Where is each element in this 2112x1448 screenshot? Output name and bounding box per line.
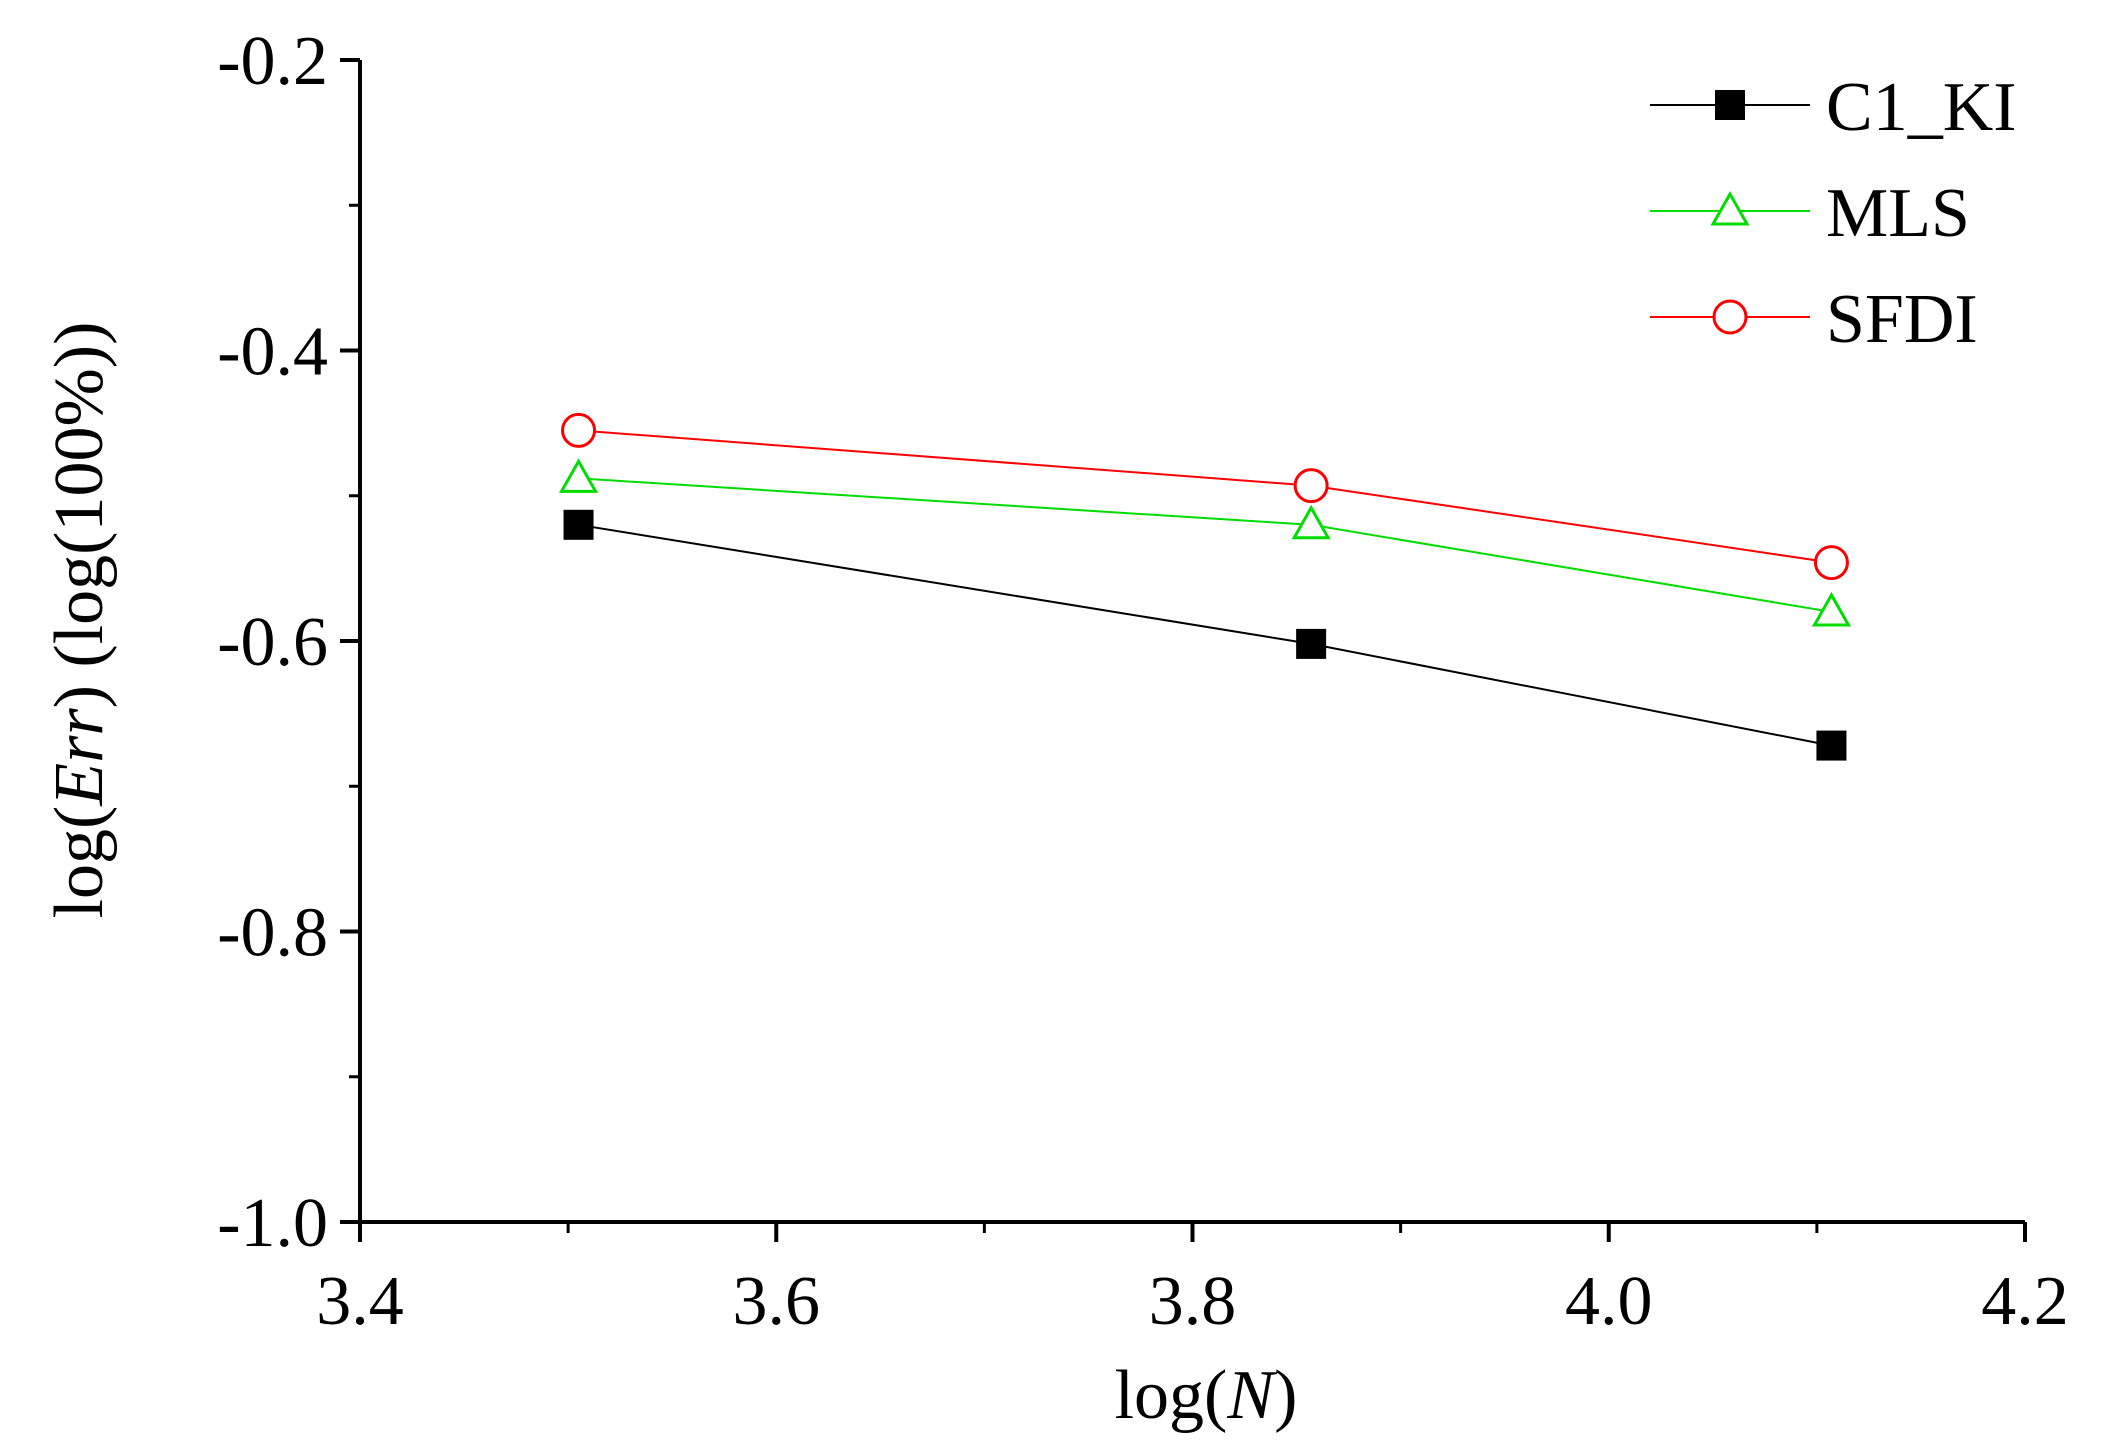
- y-tick-label: -0.4: [217, 314, 328, 391]
- data-point-sfdi: [561, 412, 597, 448]
- data-point-c1-ki: [1296, 628, 1327, 659]
- legend: C1_KI MLS SFDI: [1650, 69, 2017, 358]
- series-line-c1-ki: [578, 523, 1832, 747]
- legend-marker-mls: [1710, 190, 1750, 226]
- x-tick-label: 4.0: [1565, 1263, 1653, 1340]
- x-axis-label: log(N): [1115, 1357, 1298, 1434]
- data-point-sfdi: [1293, 468, 1329, 504]
- y-tick-label: -0.8: [217, 895, 328, 972]
- x-tick-label: 3.6: [733, 1263, 821, 1340]
- legend-item-sfdi: SFDI: [1650, 281, 1978, 358]
- legend-label-mls: MLS: [1826, 175, 1970, 252]
- y-tick-label: -1.0: [217, 1185, 328, 1262]
- data-point-mls: [558, 458, 599, 493]
- legend-label-c1-ki: C1_KI: [1826, 69, 2017, 146]
- y-axis-label: log(Err) (log(100%)): [41, 322, 118, 919]
- series-line-mls: [578, 477, 1832, 613]
- y-ticks: -1.0 -0.8 -0.6 -0.4 -0.2: [217, 23, 360, 1262]
- data-point-sfdi: [1813, 545, 1849, 581]
- legend-item-c1-ki: C1_KI: [1650, 69, 2017, 146]
- plot-series: [558, 412, 1852, 761]
- axes: [358, 60, 2025, 1224]
- series-sfdi: [561, 412, 1849, 581]
- series-c1-ki: [563, 509, 1847, 761]
- data-point-mls: [1291, 504, 1331, 540]
- series-mls: [558, 458, 1852, 627]
- y-tick-label: -0.2: [217, 23, 328, 100]
- x-tick-label: 3.4: [316, 1263, 404, 1340]
- data-point-mls: [1811, 591, 1852, 627]
- legend-item-mls: MLS: [1650, 175, 1970, 252]
- y-tick-label: -0.6: [217, 604, 328, 681]
- x-ticks: 3.4 3.6 3.8 4.0 4.2: [316, 1222, 2069, 1340]
- data-point-c1-ki: [1816, 730, 1847, 761]
- x-tick-label: 3.8: [1149, 1263, 1237, 1340]
- legend-marker-c1-ki: [1715, 90, 1745, 120]
- series-line-sfdi: [578, 429, 1832, 564]
- data-point-c1-ki: [563, 509, 594, 540]
- x-tick-label: 4.2: [1981, 1263, 2069, 1340]
- legend-label-sfdi: SFDI: [1826, 281, 1978, 358]
- legend-marker-sfdi: [1712, 299, 1748, 335]
